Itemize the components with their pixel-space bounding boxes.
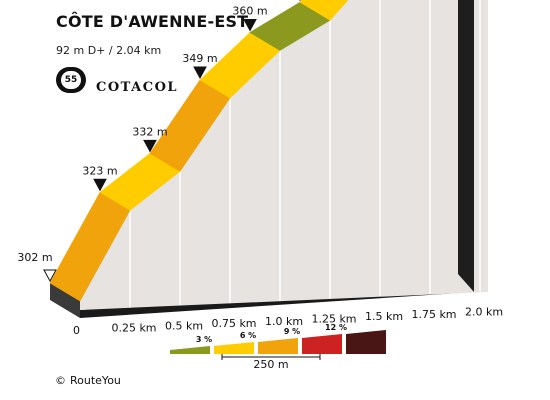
x-tick-label-1: 0.25 km — [111, 322, 156, 335]
footer-credit: © RouteYou — [55, 374, 121, 387]
footer-brand: RouteYou — [70, 374, 121, 387]
climb-title: CÔTE D'AWENNE-EST — [56, 12, 249, 31]
legend-swatch-1 — [214, 342, 254, 354]
x-tick-label-4: 1.0 km — [265, 315, 303, 328]
legend-label-1: 6 % — [240, 331, 256, 340]
profile-front-face — [80, 0, 488, 310]
legend-label-0: 3 % — [196, 335, 212, 344]
elevation-label-0: 302 m — [17, 251, 52, 264]
x-tick-label-8: 2.0 km — [465, 306, 503, 319]
elevation-marker-2 — [143, 139, 157, 153]
elevation-label-3: 349 m — [182, 52, 217, 65]
profile-segment-5 — [299, 0, 349, 21]
cotacol-number: 55 — [61, 71, 81, 89]
elevation-label-1: 323 m — [82, 164, 117, 177]
x-tick-label-0: 0 — [73, 324, 80, 337]
copyright-symbol: © — [55, 374, 66, 387]
legend-label-2: 9 % — [284, 327, 300, 336]
x-tick-label-2: 0.5 km — [165, 319, 203, 332]
elevation-marker-3 — [193, 66, 207, 80]
elevation-label-4: 360 m — [232, 4, 267, 17]
legend-swatch-2 — [258, 338, 298, 354]
x-tick-label-5: 1.25 km — [311, 313, 356, 326]
cotacol-number-badge: 55 — [56, 67, 86, 93]
legend-swatch-3 — [302, 334, 342, 354]
x-tick-label-3: 0.75 km — [211, 317, 256, 330]
elevation-marker-4 — [243, 18, 257, 32]
legend-swatch-4 — [346, 330, 386, 354]
climb-stats: 92 m D+ / 2.04 km — [56, 44, 162, 57]
profile-left-face — [50, 283, 80, 318]
elevation-label-2: 332 m — [132, 125, 167, 138]
elevation-marker-0 — [43, 269, 57, 283]
scale-bar-label: 250 m — [253, 358, 288, 371]
cotacol-brand: COTACOL — [96, 80, 179, 95]
x-tick-label-7: 1.75 km — [411, 308, 456, 321]
elevation-marker-1 — [93, 178, 107, 192]
x-tick-label-6: 1.5 km — [365, 310, 403, 323]
legend-swatch-0 — [170, 346, 210, 354]
profile-right-face — [458, 0, 474, 292]
legend-label-3: 12 % — [325, 323, 347, 332]
